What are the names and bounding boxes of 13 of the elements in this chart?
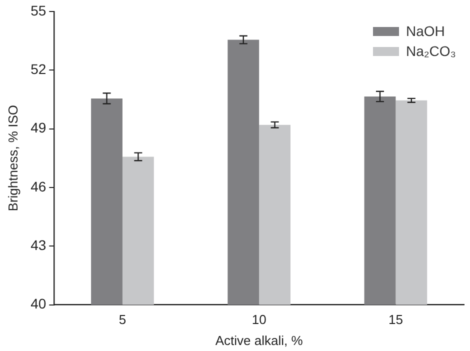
x-tick-label: 5 <box>118 312 126 328</box>
y-tick-label: 40 <box>30 296 46 312</box>
y-tick-label: 46 <box>30 178 46 194</box>
legend-label: Na₂CO₃ <box>406 43 456 60</box>
x-tick-label: 10 <box>252 312 266 328</box>
y-axis-title: Brightness, % ISO <box>5 104 20 212</box>
y-tick-label: 43 <box>30 236 46 253</box>
y-tick-label: 49 <box>30 120 46 136</box>
x-axis-title: Active alkali, % <box>215 332 304 348</box>
legend-label: NaOH <box>406 23 445 40</box>
y-tick-label: 52 <box>30 60 46 77</box>
x-tick-label: 15 <box>388 312 403 328</box>
y-tick-label: 55 <box>30 2 46 18</box>
